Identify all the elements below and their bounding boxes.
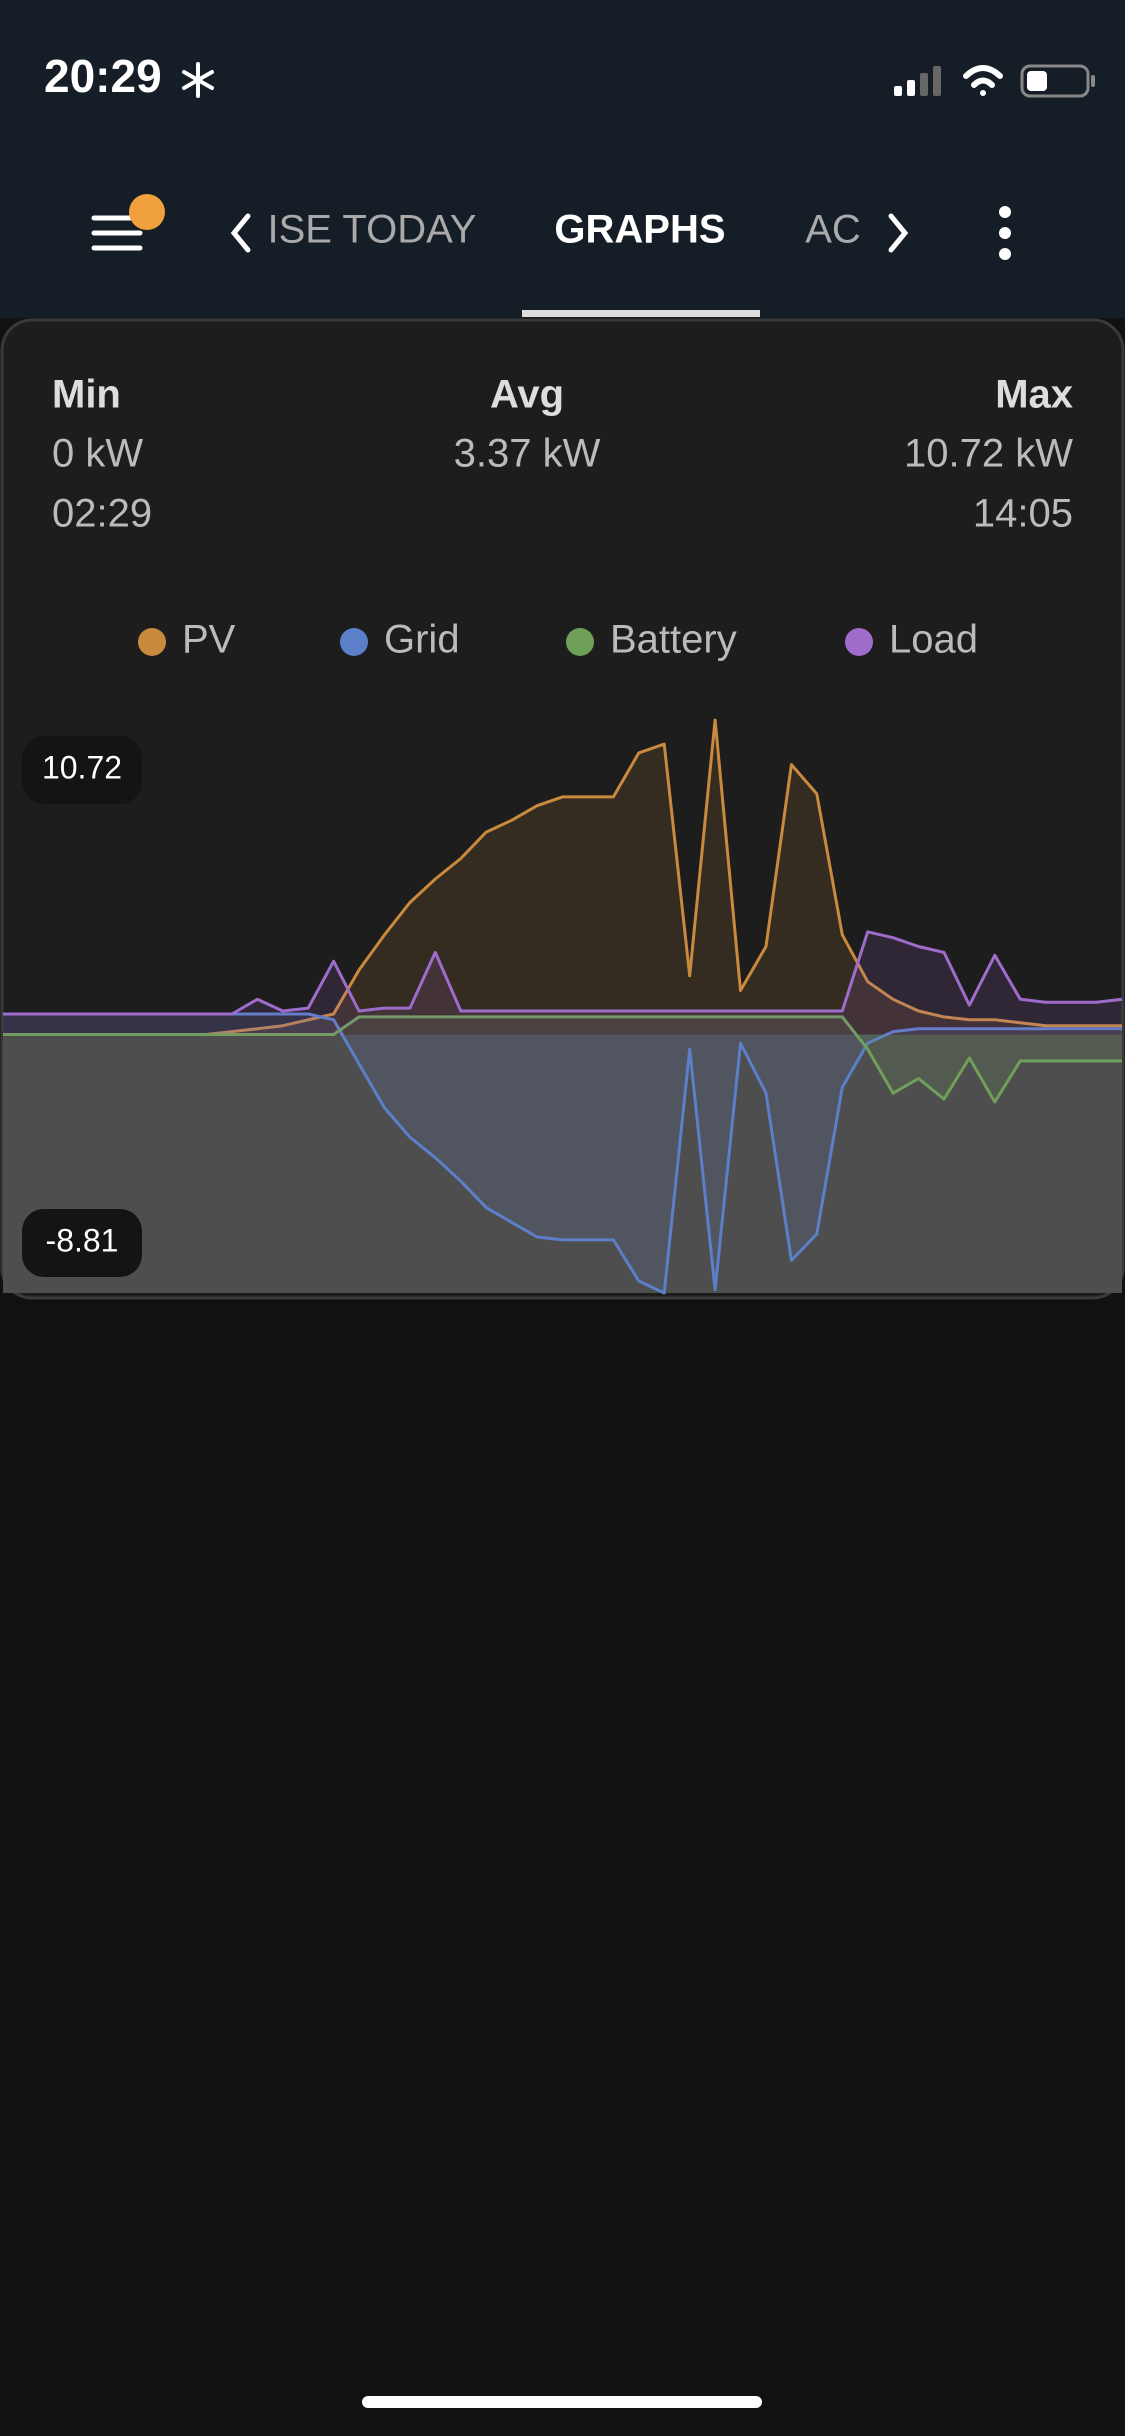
snowflake-icon	[182, 62, 214, 98]
tab-indicator	[522, 310, 760, 317]
home-indicator	[362, 2396, 762, 2408]
notification-badge	[129, 194, 165, 230]
legend-dot	[138, 628, 166, 656]
overflow-menu[interactable]	[999, 206, 1011, 260]
series-area	[3, 1016, 1122, 1102]
stat-time: 02:29	[52, 492, 152, 536]
series-area	[3, 931, 1122, 1035]
stat-time: 14:05	[973, 492, 1073, 536]
y-tick-label: -8.81	[46, 1222, 119, 1258]
legend-label: Grid	[384, 618, 460, 662]
signal-icon	[894, 66, 941, 96]
legend-label: Load	[889, 618, 978, 662]
legend-dot	[340, 628, 368, 656]
series-area	[3, 1014, 1122, 1293]
tab[interactable]: ISE TODAY	[268, 208, 477, 252]
stat-label: Min	[52, 373, 121, 417]
stat-label: Max	[995, 373, 1073, 417]
legend-label: PV	[182, 618, 236, 662]
stat-value: 0 kW	[52, 432, 143, 476]
battery-icon	[1020, 64, 1095, 98]
y-tick-marker	[22, 1209, 142, 1277]
status-time: 20:29	[44, 50, 162, 102]
wifi-icon	[963, 65, 1003, 96]
tab-next[interactable]	[888, 213, 909, 253]
series-line	[3, 930, 1123, 1016]
series-line	[3, 1015, 1122, 1104]
y-tick-marker	[22, 736, 142, 804]
legend-dot	[566, 628, 594, 656]
legend-dot	[845, 628, 873, 656]
negative-region	[3, 1034, 1122, 1293]
legend-label: Battery	[610, 618, 737, 662]
series-area	[3, 720, 1122, 1035]
tab[interactable]: AC	[805, 208, 861, 252]
chart: PV Grid Battery Load -8.81 10.72	[3, 618, 1123, 1295]
tab-active[interactable]: GRAPHS	[554, 208, 725, 252]
tab-prev[interactable]	[230, 213, 251, 253]
header-background	[0, 0, 1125, 318]
stat-value: 10.72 kW	[904, 432, 1073, 476]
stat-label: Avg	[490, 373, 564, 417]
stat-value: 3.37 kW	[454, 432, 601, 476]
y-tick-label: 10.72	[42, 749, 122, 785]
